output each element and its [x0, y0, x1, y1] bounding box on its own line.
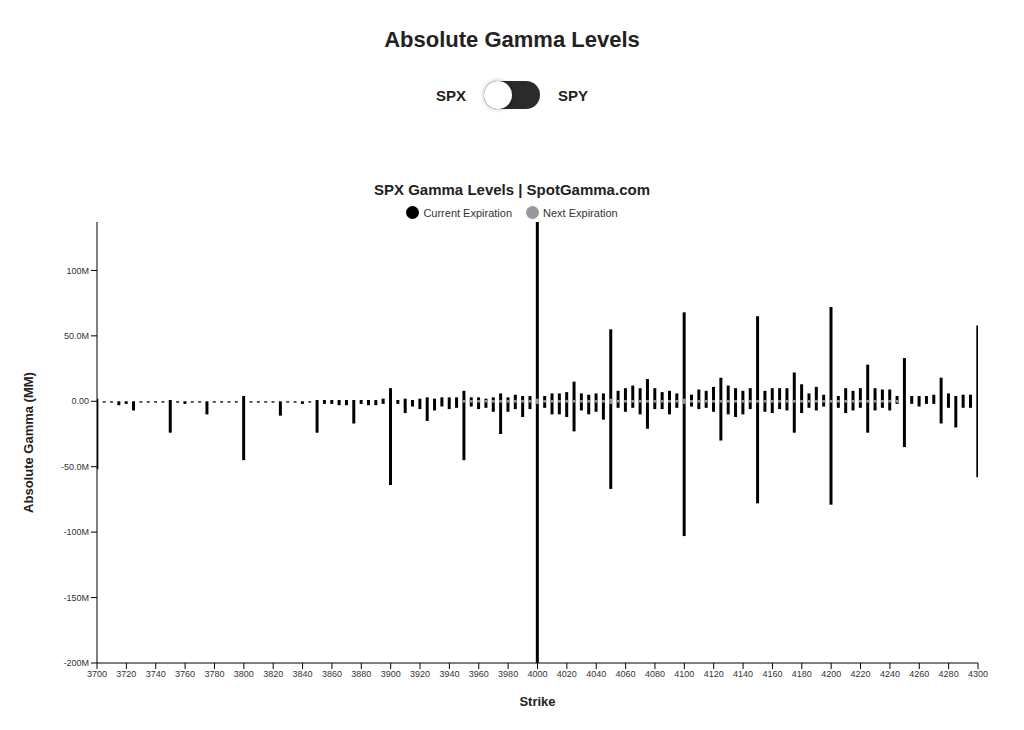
svg-text:-100M: -100M — [63, 527, 89, 537]
svg-text:0.00: 0.00 — [71, 396, 89, 406]
svg-text:Absolute Gamma (MM): Absolute Gamma (MM) — [21, 372, 36, 513]
svg-text:4140: 4140 — [733, 669, 753, 679]
svg-text:4160: 4160 — [762, 669, 782, 679]
svg-text:4020: 4020 — [557, 669, 577, 679]
svg-text:3800: 3800 — [234, 669, 254, 679]
svg-text:4060: 4060 — [616, 669, 636, 679]
html-text:SPX: SPX — [436, 86, 466, 104]
svg-text:4040: 4040 — [586, 669, 606, 679]
svg-text:3700: 3700 — [87, 669, 107, 679]
svg-text:100M: 100M — [66, 266, 89, 276]
svg-text:4240: 4240 — [880, 669, 900, 679]
svg-text:4080: 4080 — [645, 669, 665, 679]
svg-text:3740: 3740 — [146, 669, 166, 679]
html-text:SPY: SPY — [558, 86, 588, 104]
svg-text:3820: 3820 — [263, 669, 283, 679]
html-text:SPX Gamma Levels | SpotGamma.c: SPX Gamma Levels | SpotGamma.com — [374, 181, 650, 198]
svg-text:4180: 4180 — [792, 669, 812, 679]
svg-text:4120: 4120 — [704, 669, 724, 679]
svg-text:Strike: Strike — [519, 694, 555, 709]
svg-text:3840: 3840 — [293, 669, 313, 679]
svg-text:3960: 3960 — [469, 669, 489, 679]
svg-text:4000: 4000 — [527, 669, 547, 679]
html-text:Next Expiration: Next Expiration — [543, 206, 618, 219]
svg-text:4280: 4280 — [939, 669, 959, 679]
svg-text:3900: 3900 — [381, 669, 401, 679]
svg-text:3940: 3940 — [439, 669, 459, 679]
html-text:Absolute Gamma Levels: Absolute Gamma Levels — [384, 27, 640, 52]
svg-text:4220: 4220 — [851, 669, 871, 679]
svg-text:3920: 3920 — [410, 669, 430, 679]
svg-text:3720: 3720 — [116, 669, 136, 679]
svg-text:50.0M: 50.0M — [64, 331, 89, 341]
svg-text:3760: 3760 — [175, 669, 195, 679]
svg-text:3980: 3980 — [498, 669, 518, 679]
svg-text:-200M: -200M — [63, 658, 89, 668]
svg-text:-50.0M: -50.0M — [61, 462, 89, 472]
svg-text:3780: 3780 — [204, 669, 224, 679]
svg-text:4260: 4260 — [909, 669, 929, 679]
html-text:Current Expiration: Current Expiration — [423, 206, 512, 219]
svg-text:3880: 3880 — [351, 669, 371, 679]
svg-text:4200: 4200 — [821, 669, 841, 679]
svg-text:4300: 4300 — [968, 669, 988, 679]
svg-text:-150M: -150M — [63, 593, 89, 603]
svg-text:3860: 3860 — [322, 669, 342, 679]
svg-text:4100: 4100 — [674, 669, 694, 679]
